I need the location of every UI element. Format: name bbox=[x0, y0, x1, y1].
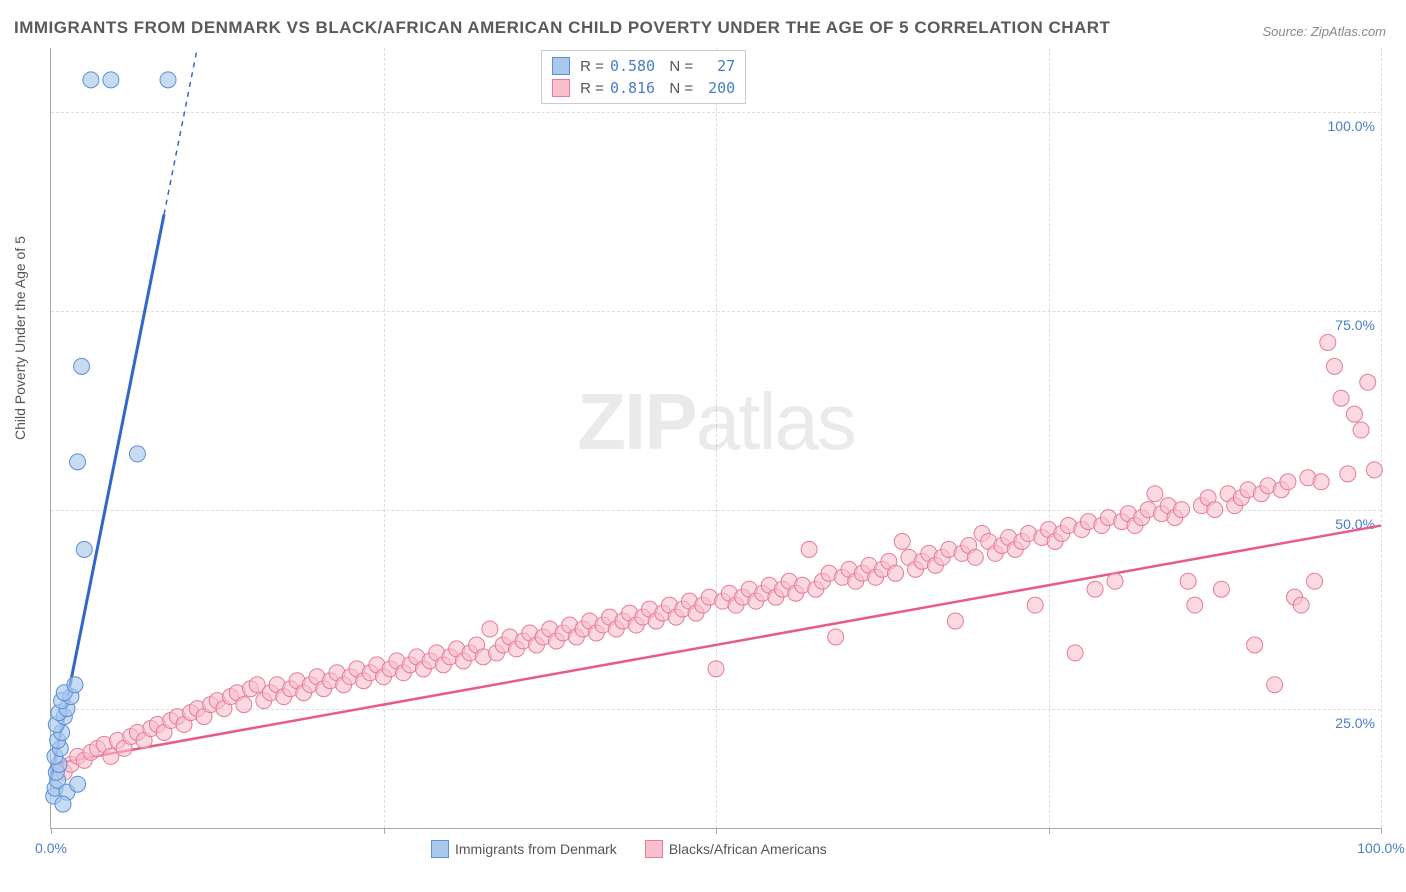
data-point-black bbox=[1307, 573, 1323, 589]
data-point-black bbox=[1147, 486, 1163, 502]
data-point-black bbox=[1247, 637, 1263, 653]
legend-r-value: 0.816 bbox=[610, 79, 655, 97]
data-point-black bbox=[1366, 462, 1382, 478]
data-point-denmark bbox=[129, 446, 145, 462]
data-point-denmark bbox=[55, 796, 71, 812]
legend-bottom-item: Immigrants from Denmark bbox=[431, 840, 617, 858]
legend-swatch bbox=[645, 840, 663, 858]
data-point-black bbox=[1340, 466, 1356, 482]
scatter-svg bbox=[51, 48, 1381, 828]
legend-series-label: Blacks/African Americans bbox=[669, 841, 827, 857]
legend-bottom-item: Blacks/African Americans bbox=[645, 840, 827, 858]
x-tick-mark bbox=[1049, 828, 1050, 834]
legend-swatch bbox=[552, 57, 570, 75]
legend-bottom: Immigrants from Denmark Blacks/African Am… bbox=[431, 840, 827, 858]
data-point-black bbox=[1353, 422, 1369, 438]
data-point-black bbox=[1293, 597, 1309, 613]
data-point-black bbox=[1326, 358, 1342, 374]
x-tick-mark bbox=[1381, 828, 1382, 834]
legend-n-label: N = bbox=[661, 80, 693, 97]
data-point-denmark bbox=[70, 776, 86, 792]
x-tick-mark bbox=[51, 828, 52, 834]
data-point-black bbox=[708, 661, 724, 677]
data-point-black bbox=[1333, 390, 1349, 406]
chart-container: IMMIGRANTS FROM DENMARK VS BLACK/AFRICAN… bbox=[0, 0, 1406, 892]
data-point-black bbox=[1087, 581, 1103, 597]
data-point-black bbox=[1027, 597, 1043, 613]
x-tick-mark bbox=[716, 828, 717, 834]
data-point-denmark bbox=[76, 541, 92, 557]
legend-n-label: N = bbox=[661, 58, 693, 75]
legend-r-label: R = bbox=[576, 80, 604, 97]
data-point-denmark bbox=[160, 72, 176, 88]
source-label: Source: ZipAtlas.com bbox=[1262, 24, 1386, 39]
legend-r-value: 0.580 bbox=[610, 57, 655, 75]
data-point-black bbox=[482, 621, 498, 637]
data-point-black bbox=[1174, 502, 1190, 518]
data-point-black bbox=[828, 629, 844, 645]
legend-r-label: R = bbox=[576, 58, 604, 75]
data-point-black bbox=[1107, 573, 1123, 589]
data-point-denmark bbox=[74, 358, 90, 374]
legend-n-value: 27 bbox=[699, 57, 735, 75]
data-point-black bbox=[1360, 374, 1376, 390]
trendline-black bbox=[51, 526, 1381, 765]
data-point-denmark bbox=[103, 72, 119, 88]
data-point-black bbox=[801, 541, 817, 557]
legend-series-label: Immigrants from Denmark bbox=[455, 841, 617, 857]
data-point-black bbox=[947, 613, 963, 629]
data-point-black bbox=[967, 549, 983, 565]
data-point-black bbox=[236, 697, 252, 713]
legend-top: R = 0.580 N = 27 R = 0.816 N = 200 bbox=[541, 50, 746, 104]
data-point-black bbox=[1346, 406, 1362, 422]
legend-top-row: R = 0.816 N = 200 bbox=[552, 77, 735, 99]
data-point-black bbox=[1320, 334, 1336, 350]
data-point-black bbox=[1207, 502, 1223, 518]
gridline-vertical bbox=[1381, 48, 1382, 828]
legend-n-value: 200 bbox=[699, 79, 735, 97]
data-point-black bbox=[1267, 677, 1283, 693]
y-axis-label: Child Poverty Under the Age of 5 bbox=[12, 236, 28, 440]
data-point-black bbox=[894, 533, 910, 549]
chart-title: IMMIGRANTS FROM DENMARK VS BLACK/AFRICAN… bbox=[14, 18, 1110, 38]
x-tick-label: 0.0% bbox=[35, 840, 67, 856]
data-point-black bbox=[1187, 597, 1203, 613]
legend-swatch bbox=[552, 79, 570, 97]
data-point-black bbox=[1280, 474, 1296, 490]
data-point-denmark bbox=[83, 72, 99, 88]
data-point-black bbox=[1313, 474, 1329, 490]
data-point-black bbox=[1067, 645, 1083, 661]
data-point-black bbox=[1180, 573, 1196, 589]
data-point-black bbox=[888, 565, 904, 581]
x-tick-label: 100.0% bbox=[1357, 840, 1404, 856]
data-point-denmark bbox=[70, 454, 86, 470]
plot-area: ZIPatlas 25.0%50.0%75.0%100.0%0.0%100.0%… bbox=[50, 48, 1381, 829]
data-point-black bbox=[1213, 581, 1229, 597]
legend-swatch bbox=[431, 840, 449, 858]
data-point-denmark bbox=[67, 677, 83, 693]
x-tick-mark bbox=[384, 828, 385, 834]
legend-top-row: R = 0.580 N = 27 bbox=[552, 55, 735, 77]
